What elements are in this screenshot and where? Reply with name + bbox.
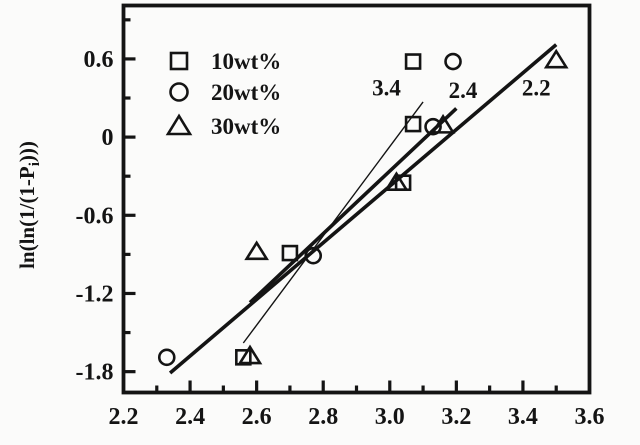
y-tick-label: 0 (102, 125, 114, 151)
x-tick-label: 3.2 (441, 404, 471, 430)
slope-label-30wt%: 2.2 (522, 76, 551, 101)
data-point-10wt%-square (281, 244, 299, 262)
legend-swatch-triangle (165, 113, 193, 136)
x-tick-label: 3.6 (575, 404, 605, 430)
x-tick-label: 2.4 (175, 404, 205, 430)
legend-label-10wt%: 10wt% (211, 49, 281, 74)
fit-line-30wt% (168, 43, 558, 375)
data-point-10wt%-square (235, 349, 252, 366)
legend-swatch-circle (169, 82, 189, 102)
legend-label-20wt%: 20wt% (211, 80, 281, 105)
y-tick-label: -1.2 (76, 281, 114, 307)
y-tick-label: -1.8 (76, 360, 114, 386)
x-tick-label: 3.0 (375, 404, 405, 430)
legend-swatch-square (169, 51, 189, 71)
data-point-30wt%-triangle (543, 48, 569, 69)
x-tick-label: 2.8 (308, 404, 338, 430)
x-tick-label: 2.2 (109, 404, 139, 430)
legend-label-30wt%: 30wt% (211, 114, 281, 139)
data-point-20wt%-circle (424, 117, 442, 136)
data-point-20wt%-circle (304, 246, 323, 265)
x-tick-label: 2.6 (242, 404, 272, 430)
plot-border (121, 3, 592, 395)
y-tick-label: -0.6 (76, 203, 114, 229)
data-point-30wt%-triangle (244, 240, 269, 261)
slope-label-20wt%: 2.4 (449, 78, 478, 103)
x-tick-label: 3.4 (508, 404, 538, 430)
data-point-10wt%-square (404, 115, 422, 133)
data-point-10wt%-square (404, 53, 422, 70)
data-point-30wt%-triangle (237, 344, 263, 365)
slope-label-10wt%: 3.4 (372, 76, 401, 101)
fit-line-20wt% (248, 107, 458, 304)
y-axis-title: ln(ln(1/(1-Pi))) (15, 141, 43, 269)
y-tick-label: 0.6 (84, 47, 114, 73)
data-point-30wt%-triangle (430, 113, 456, 134)
data-point-30wt%-triangle (384, 171, 409, 192)
data-point-20wt%-circle (157, 348, 176, 367)
data-point-20wt%-circle (444, 52, 462, 71)
